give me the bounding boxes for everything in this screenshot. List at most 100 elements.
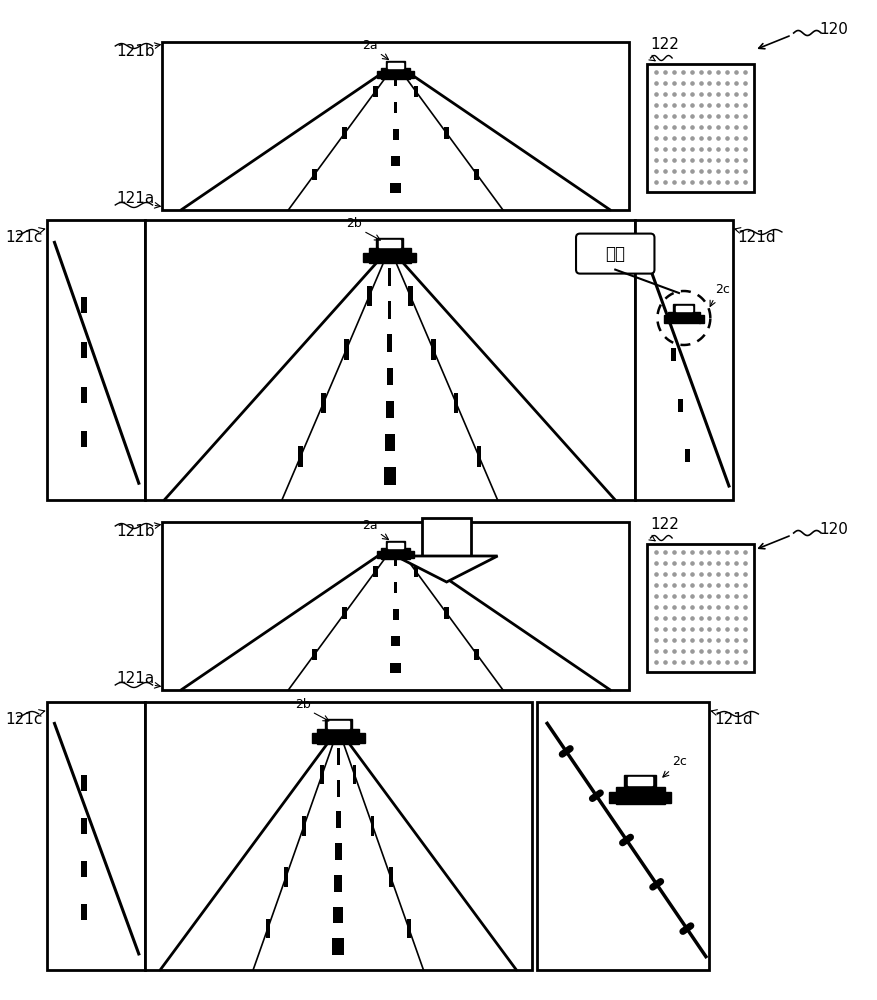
Bar — [386, 61, 405, 69]
Bar — [474, 169, 479, 180]
Text: 2c: 2c — [716, 283, 731, 296]
Bar — [699, 315, 704, 323]
Text: 120: 120 — [819, 522, 848, 537]
Bar — [390, 663, 402, 673]
Bar — [410, 551, 414, 558]
Bar — [474, 649, 479, 660]
Bar — [384, 467, 396, 485]
Bar — [81, 297, 87, 313]
Text: 关注: 关注 — [605, 245, 625, 263]
Polygon shape — [396, 556, 497, 582]
Text: 2c: 2c — [672, 755, 687, 768]
Bar — [393, 609, 399, 620]
Bar — [312, 649, 317, 660]
Bar — [537, 702, 709, 970]
Bar — [298, 446, 303, 467]
Bar — [369, 248, 410, 263]
Bar — [81, 818, 87, 834]
Bar — [624, 775, 656, 787]
Bar — [335, 843, 341, 860]
Text: 2a: 2a — [362, 39, 378, 52]
Bar — [476, 446, 481, 467]
Bar — [145, 702, 532, 970]
Bar — [431, 339, 436, 360]
Bar — [414, 86, 418, 97]
Bar — [635, 220, 733, 500]
Bar — [444, 607, 449, 619]
Bar — [363, 253, 370, 262]
Bar — [389, 867, 393, 887]
Bar — [386, 401, 394, 418]
Bar — [387, 368, 393, 385]
Bar — [81, 904, 87, 920]
Bar — [317, 729, 359, 744]
Bar — [371, 816, 374, 836]
Bar — [386, 541, 405, 549]
Text: 121c: 121c — [5, 230, 43, 245]
Bar — [453, 393, 459, 413]
Text: 121b: 121b — [116, 44, 154, 59]
Bar — [328, 721, 349, 728]
Bar — [676, 306, 692, 311]
Bar — [321, 393, 326, 413]
Bar — [81, 775, 87, 791]
Bar — [344, 339, 349, 360]
Bar — [373, 86, 378, 97]
Bar — [685, 449, 689, 462]
Bar — [312, 733, 319, 743]
Bar — [46, 220, 145, 500]
Bar — [422, 518, 471, 560]
Bar — [336, 811, 340, 828]
Bar — [394, 76, 397, 86]
Text: 121a: 121a — [117, 191, 154, 206]
Bar — [678, 399, 683, 412]
Text: 2a: 2a — [362, 519, 378, 532]
Bar — [162, 522, 629, 690]
Bar — [353, 765, 356, 784]
Bar — [394, 582, 397, 593]
Bar — [410, 71, 414, 78]
Bar — [337, 780, 340, 797]
Bar — [385, 434, 395, 451]
Text: 121b: 121b — [116, 524, 154, 539]
Bar — [646, 64, 754, 192]
Bar — [367, 286, 372, 306]
Bar — [394, 556, 397, 566]
Text: 121d: 121d — [738, 230, 776, 245]
Bar — [376, 238, 403, 249]
Bar — [388, 301, 391, 319]
Bar — [332, 938, 345, 955]
Text: 120: 120 — [819, 22, 848, 37]
Bar — [610, 792, 617, 803]
Bar — [663, 792, 671, 803]
Bar — [46, 702, 145, 970]
Bar — [391, 156, 400, 166]
Bar — [409, 253, 416, 262]
Bar — [671, 348, 676, 361]
Bar — [388, 268, 391, 286]
Bar — [312, 169, 317, 180]
Bar — [381, 548, 410, 559]
Text: 2b: 2b — [295, 698, 310, 711]
Bar — [668, 312, 700, 323]
Bar — [343, 607, 347, 619]
Bar — [616, 787, 665, 804]
Bar — [333, 907, 344, 923]
Bar — [266, 919, 269, 938]
Bar — [324, 719, 352, 730]
Bar — [407, 919, 410, 938]
Bar — [381, 68, 410, 79]
Text: 2b: 2b — [346, 217, 362, 230]
Bar — [377, 551, 382, 558]
Bar — [343, 127, 347, 139]
Bar — [377, 71, 382, 78]
Bar — [358, 733, 365, 743]
Text: 121a: 121a — [117, 671, 154, 686]
Bar — [81, 342, 87, 358]
Bar — [337, 748, 340, 765]
Bar — [303, 816, 306, 836]
Bar — [408, 286, 412, 306]
Bar — [646, 544, 754, 672]
Bar — [145, 220, 635, 500]
Bar — [444, 127, 449, 139]
